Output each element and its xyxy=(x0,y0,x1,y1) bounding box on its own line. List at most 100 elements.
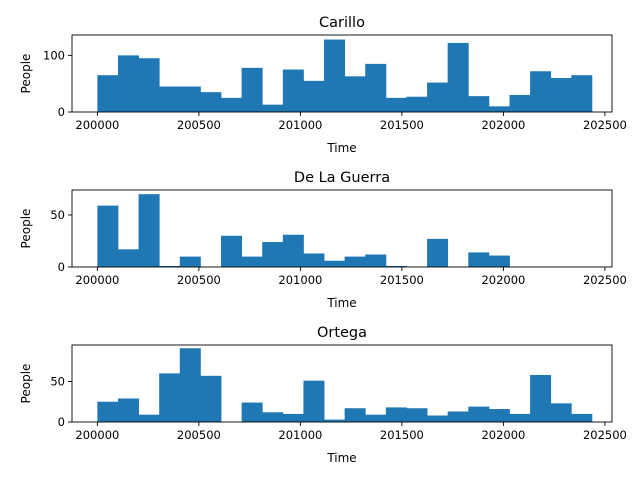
histogram-bar xyxy=(138,194,160,267)
histogram-bar xyxy=(550,403,572,422)
histogram-bar xyxy=(262,242,284,267)
histogram-bar xyxy=(344,76,366,112)
x-tick-label: 200500 xyxy=(177,118,221,132)
y-tick-label: 50 xyxy=(50,374,65,388)
x-tick-label: 201500 xyxy=(380,273,424,287)
histogram-bar xyxy=(138,58,160,112)
histogram-bar xyxy=(509,413,531,422)
histogram-bar xyxy=(550,78,572,112)
histogram-bar xyxy=(488,255,510,267)
histogram-bar xyxy=(468,406,490,422)
histogram-bar xyxy=(427,415,449,422)
histogram-bar xyxy=(241,67,263,112)
histogram-bar xyxy=(303,253,325,267)
histogram-bar xyxy=(159,373,181,422)
histogram-bar xyxy=(488,106,510,112)
chart-panel-3: Ortega 200000 200500 201000 201500 202000 2025… xyxy=(19,325,627,465)
y-tick-label: 0 xyxy=(58,105,65,119)
histogram-bar xyxy=(468,96,490,112)
x-tick-label: 201500 xyxy=(380,428,424,442)
y-tick-label: 50 xyxy=(50,208,65,222)
histogram-bar xyxy=(221,97,243,112)
x-tick-label: 200000 xyxy=(75,428,119,442)
histogram-bar xyxy=(97,75,119,112)
histogram-bar xyxy=(117,55,139,112)
histogram-bar xyxy=(241,402,263,422)
x-tick-label: 202000 xyxy=(481,118,525,132)
histogram-bar xyxy=(159,86,181,112)
axes-frame xyxy=(71,344,613,423)
histogram-bar xyxy=(221,235,243,267)
histogram-bar xyxy=(159,265,181,267)
chart-panel-1: Carillo 200000 200500 201000 201500 202000 202… xyxy=(19,15,627,155)
histogram-bar xyxy=(97,205,119,267)
histogram-bar xyxy=(282,69,304,112)
histogram-bar xyxy=(324,260,346,267)
histogram-bar xyxy=(324,39,346,112)
axes-frame xyxy=(71,34,613,113)
x-tick-label: 200000 xyxy=(75,118,119,132)
histogram-bar xyxy=(571,75,593,112)
x-axis-label: Time xyxy=(326,451,356,465)
x-axis-label: Time xyxy=(326,141,356,155)
x-tick-label: 201000 xyxy=(278,273,322,287)
x-tick-label: 202500 xyxy=(583,118,627,132)
histogram-bar xyxy=(427,82,449,112)
histogram-bar xyxy=(385,407,407,422)
histogram-bar xyxy=(241,256,263,267)
x-tick-label: 200500 xyxy=(177,273,221,287)
histogram-bar xyxy=(282,234,304,267)
chart-title: Ortega xyxy=(317,325,367,341)
histogram-bar xyxy=(138,414,160,422)
x-tick-label: 201000 xyxy=(278,118,322,132)
histogram-bar xyxy=(406,96,428,112)
y-tick-label: 0 xyxy=(58,415,65,429)
chart-title: Carillo xyxy=(319,15,365,31)
y-axis-label: People xyxy=(19,209,33,249)
x-axis-label: Time xyxy=(326,296,356,310)
histogram-bar xyxy=(344,408,366,422)
x-tick-label: 200500 xyxy=(177,428,221,442)
histogram-bar xyxy=(303,380,325,422)
y-tick-label: 100 xyxy=(43,48,65,62)
x-tick-label: 202000 xyxy=(481,273,525,287)
axes-frame xyxy=(71,189,613,268)
histogram-bar xyxy=(324,419,346,422)
histogram-bar xyxy=(179,348,201,422)
histogram-bar xyxy=(117,398,139,422)
histogram-bar xyxy=(365,254,387,267)
histogram-bar xyxy=(530,71,552,112)
x-tick-label: 201500 xyxy=(380,118,424,132)
histogram-bar xyxy=(509,95,531,112)
histogram-bar xyxy=(262,412,284,422)
x-tick-label: 202000 xyxy=(481,428,525,442)
histogram-bar xyxy=(344,256,366,267)
x-tick-label: 202500 xyxy=(583,428,627,442)
histogram-bar xyxy=(179,86,201,112)
histogram-bar xyxy=(303,80,325,112)
histogram-bar xyxy=(385,265,407,267)
histogram-bar xyxy=(530,374,552,422)
histogram-bar xyxy=(488,409,510,422)
x-tick-label: 201000 xyxy=(278,428,322,442)
histogram-bar xyxy=(117,249,139,267)
histogram-bar xyxy=(262,104,284,112)
histogram-bar xyxy=(406,408,428,422)
histogram-bar xyxy=(468,252,490,267)
histogram-bar xyxy=(571,413,593,422)
histogram-bar xyxy=(447,411,469,422)
histogram-bar xyxy=(447,42,469,113)
histogram-bar xyxy=(97,401,119,422)
histogram-bar xyxy=(385,97,407,112)
histogram-bar xyxy=(200,92,222,112)
histogram-bar xyxy=(365,414,387,422)
chart-title: De La Guerra xyxy=(294,170,390,186)
x-tick-label: 202500 xyxy=(583,273,627,287)
histogram-bar xyxy=(282,413,304,422)
y-tick-label: 0 xyxy=(58,260,65,274)
histogram-bar xyxy=(365,63,387,112)
x-tick-label: 200000 xyxy=(75,273,119,287)
y-axis-label: People xyxy=(19,364,33,404)
histogram-bar xyxy=(427,238,449,267)
